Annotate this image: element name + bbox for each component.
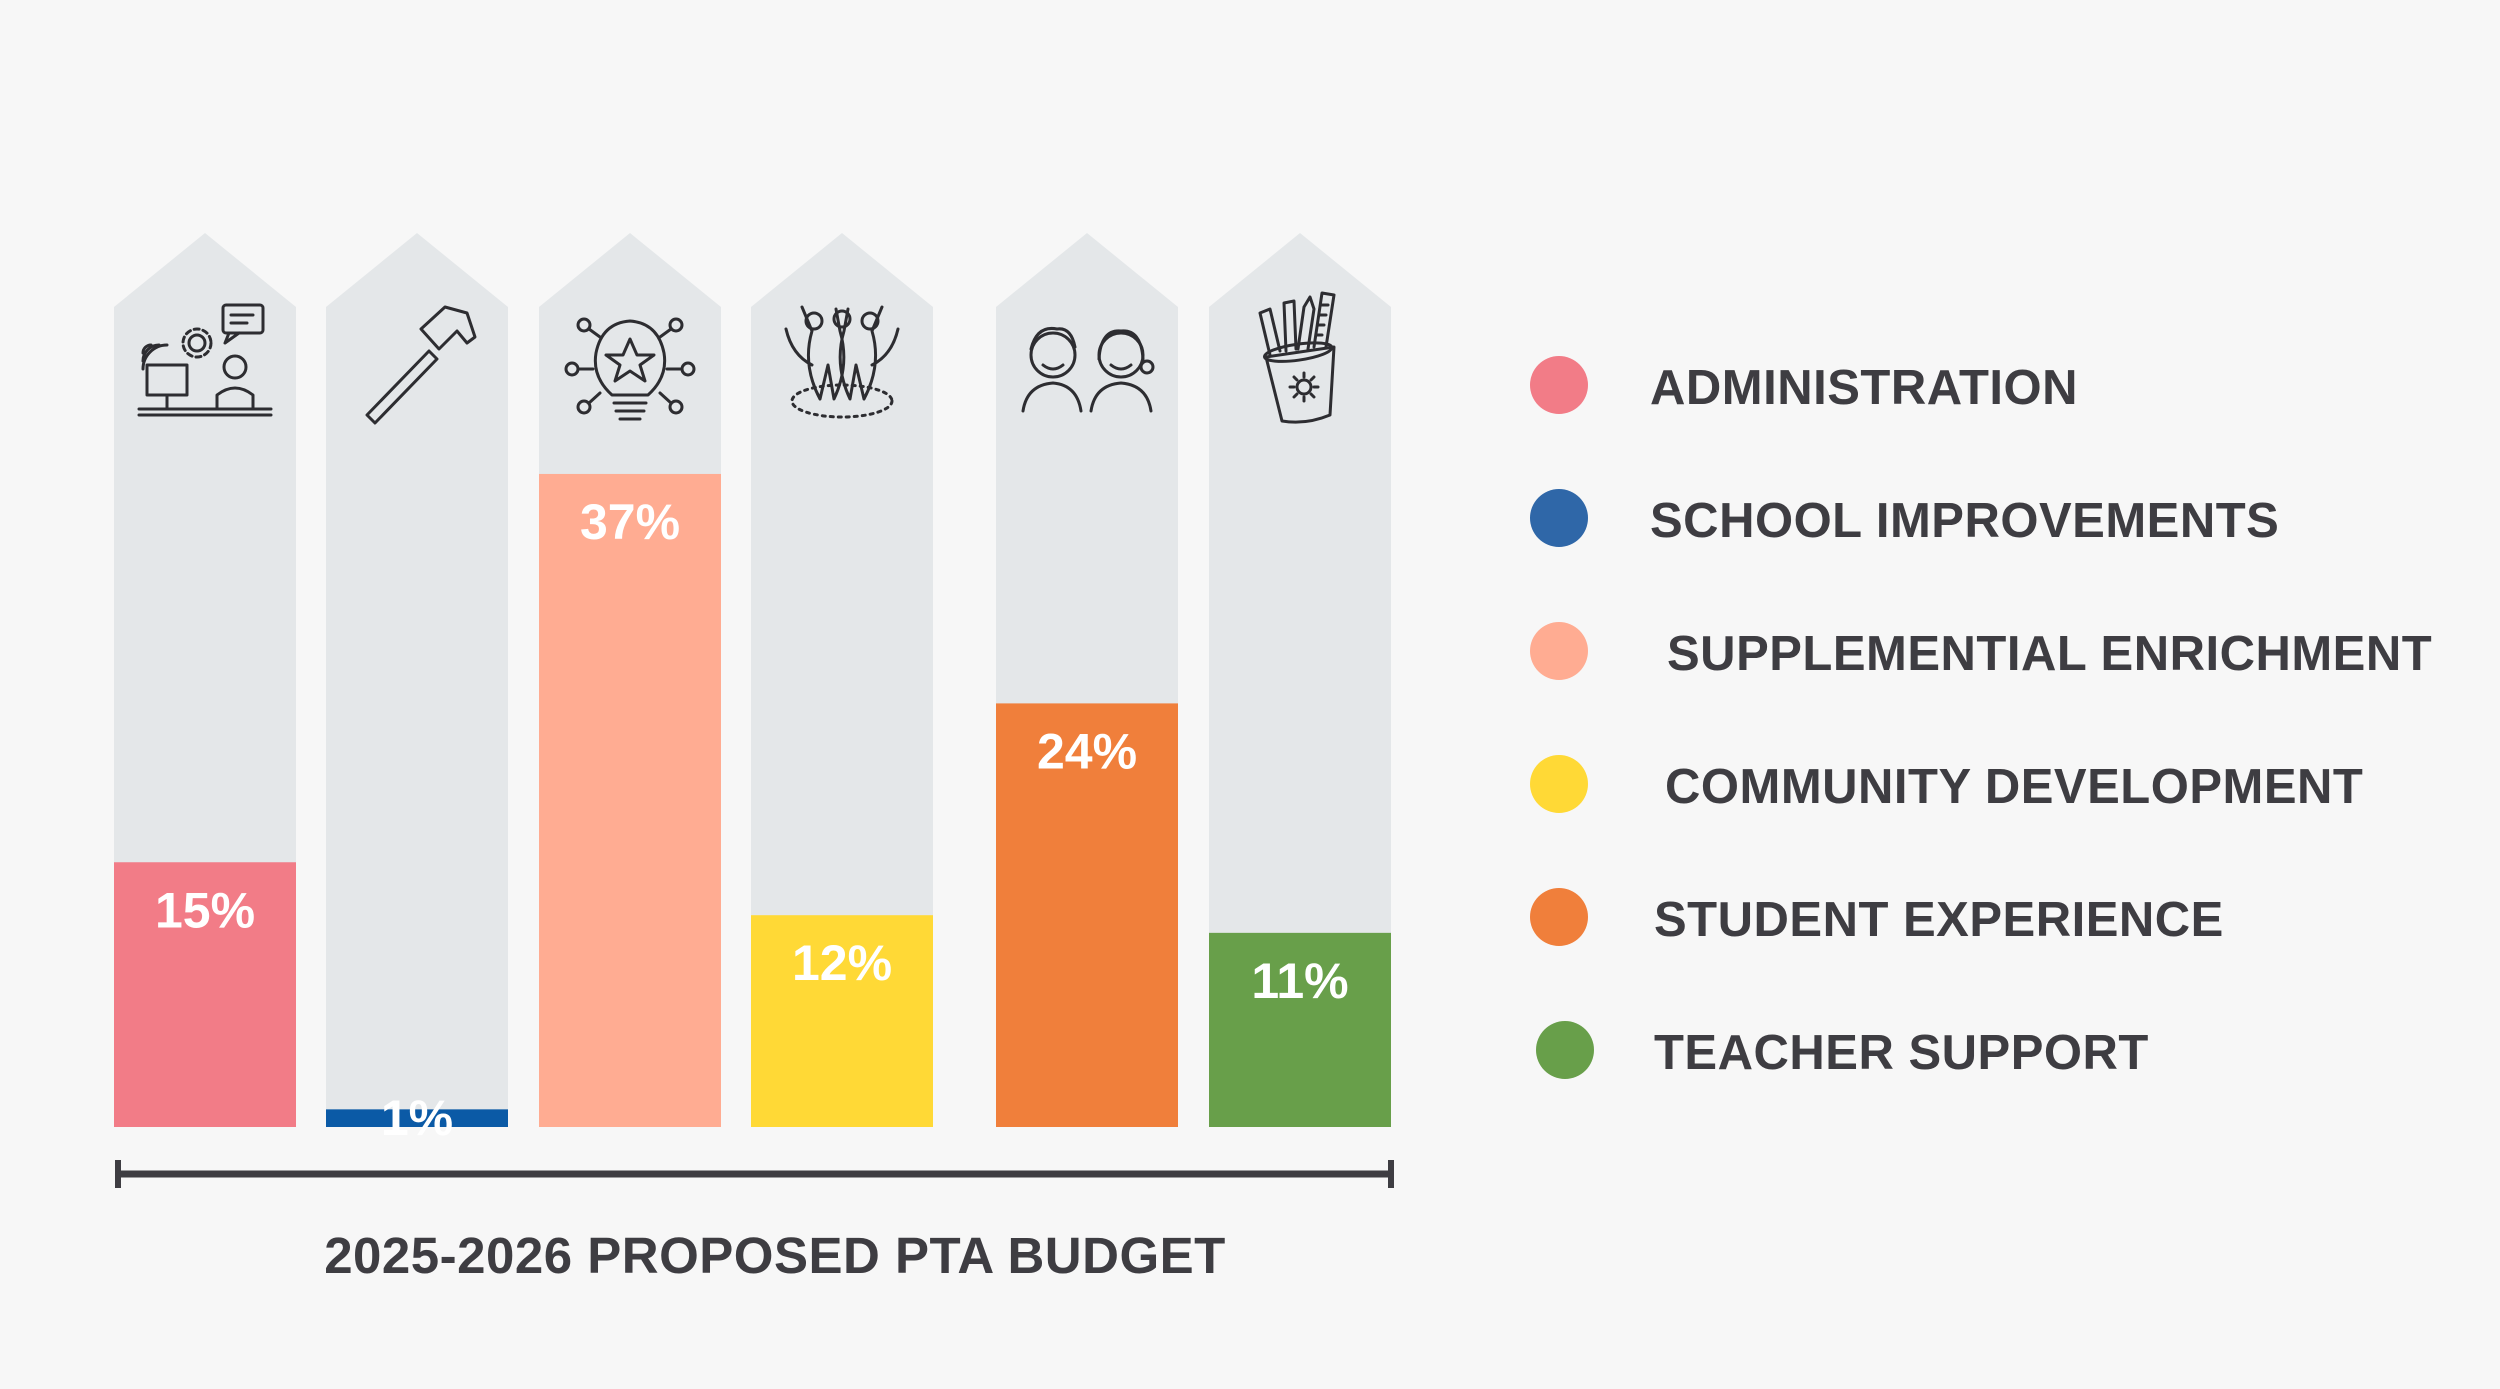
bar-track-community-development	[751, 233, 933, 1127]
legend-label-community-development: COMMUNITY DEVELOPMENT	[1665, 760, 2364, 814]
legend-item-school-improvements: SCHOOL IMPROVEMENTS	[1520, 483, 2480, 553]
bar-administration	[114, 862, 296, 1127]
legend-label-supplemential-enrichment: SUPPLEMENTIAL ENRICHMENT	[1667, 627, 2433, 681]
legend-swatch-supplemential-enrichment	[1530, 622, 1588, 680]
legend-label-administration: ADMINISTRATION	[1650, 361, 2078, 415]
children-icon	[1021, 326, 1155, 413]
legend-label-school-improvements: SCHOOL IMPROVEMENTS	[1650, 494, 2280, 548]
bar-supplemential-enrichment	[539, 473, 721, 1127]
bar-value-label-supplemential-enrichment: 37%	[580, 494, 680, 550]
bar-track-teacher-support	[1209, 233, 1391, 1127]
bar-value-label-student-experience: 24%	[1037, 723, 1137, 779]
legend-item-student-experience: STUDENT EXPERIENCE	[1520, 882, 2480, 952]
hammer-icon	[365, 305, 477, 425]
x-axis-title: 2025-2026 PROPOSED PTA BUDGET	[324, 1227, 1226, 1284]
legend-item-community-development: COMMUNITY DEVELOPMENT	[1520, 749, 2480, 819]
bar-value-label-teacher-support: 11%	[1251, 953, 1348, 1009]
office-worker-icon	[137, 303, 273, 417]
legend-item-administration: ADMINISTRATION	[1520, 350, 2480, 420]
bar-track-school-improvements	[326, 233, 508, 1127]
lightbulb-idea-icon	[564, 317, 696, 421]
legend-label-student-experience: STUDENT EXPERIENCE	[1654, 893, 2224, 947]
bar-student-experience	[996, 703, 1178, 1127]
legend-label-teacher-support: TEACHER SUPPORT	[1654, 1026, 2149, 1080]
legend-swatch-community-development	[1530, 755, 1588, 813]
pencil-cup-icon	[1258, 291, 1336, 424]
legend-item-supplemential-enrichment: SUPPLEMENTIAL ENRICHMENT	[1520, 616, 2480, 686]
bar-school-improvements	[326, 1109, 508, 1127]
legend-item-teacher-support: TEACHER SUPPORT	[1520, 1015, 2480, 1085]
bar-value-label-administration: 15%	[155, 882, 255, 938]
bar-value-label-school-improvements: 1%	[381, 1090, 453, 1146]
legend-swatch-student-experience	[1530, 888, 1588, 946]
bar-teacher-support	[1209, 932, 1391, 1127]
legend-swatch-teacher-support	[1536, 1021, 1594, 1079]
bar-value-label-community-development: 12%	[792, 935, 892, 991]
community-people-icon	[784, 305, 900, 419]
bar-community-development	[751, 915, 933, 1127]
legend-swatch-administration	[1530, 356, 1588, 414]
legend-swatch-school-improvements	[1530, 489, 1588, 547]
